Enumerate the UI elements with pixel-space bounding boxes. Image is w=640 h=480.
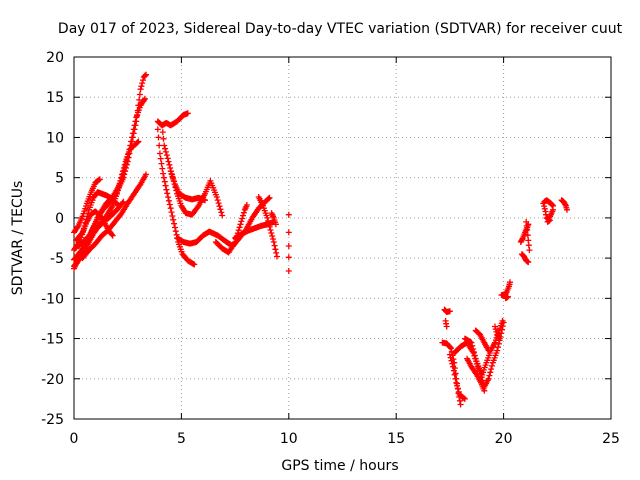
series-tr19 [441,306,453,315]
plus-markers [441,306,453,315]
plus-markers [446,351,468,402]
plot-frame [73,56,612,420]
series-tr24 [461,319,507,390]
x-axis: 0 5 10 15 20 25 [70,57,620,447]
series-tr13 [174,194,273,249]
series-tr4 [71,176,103,236]
plus-markers [79,171,149,262]
series-tr27 [492,323,503,342]
x-tick-label: 0 [70,431,79,447]
series-tr9 [154,110,191,129]
series-tr18 [285,211,292,274]
y-tick-label: -25 [41,412,64,428]
plus-markers [498,279,513,299]
x-tick-label: 5 [177,431,186,447]
y-tick-label: 15 [46,90,64,106]
y-tick-label: 5 [55,171,64,187]
series-tr17 [268,210,279,228]
plus-markers [71,176,103,236]
y-tick-label: 0 [55,211,64,227]
series-tr34 [541,197,556,209]
plus-markers [167,168,208,204]
plus-markers [464,355,488,394]
plus-markers [154,110,191,129]
y-tick-label: 20 [46,50,64,66]
x-tick-label: 10 [280,431,298,447]
plus-markers [492,323,503,342]
plus-markers [544,217,553,225]
x-axis-label: GPS time / hours [281,458,398,474]
plus-markers [523,218,533,254]
series-tr32 [523,218,533,254]
plus-markers [268,210,279,228]
plus-markers [541,197,556,209]
plus-markers [75,198,127,249]
series-tr29 [502,293,511,302]
x-tick-label: 25 [602,431,620,447]
series-tr20 [442,317,450,330]
series-tr22 [446,351,468,402]
series-tr16 [255,194,280,260]
series-tr8 [73,208,116,244]
series-tr36 [558,197,570,213]
y-tick-label: -10 [41,291,64,307]
series-tr30 [517,221,532,245]
series-tr12 [167,168,208,204]
plus-markers [502,293,511,302]
y-tick-label: 10 [46,130,64,146]
plus-markers [472,327,492,354]
plus-markers [517,221,532,245]
plus-markers [174,194,273,249]
series-tr31 [518,251,532,266]
y-axis-label: SDTVAR / TECUs [10,181,26,296]
series-tr35 [544,217,553,225]
plus-markers [285,211,292,274]
series-tr6 [75,198,127,249]
series-tr14 [212,202,250,256]
y-axis: -25 -20 -15 -10 -5 0 5 10 15 20 [41,50,611,428]
series-tr26 [472,327,492,354]
x-tick-label: 20 [495,431,513,447]
grid-lines [74,57,611,419]
y-tick-label: -5 [50,251,64,267]
plus-markers [255,194,280,260]
plus-markers [558,197,570,213]
plus-markers [518,251,532,266]
y-tick-label: -20 [41,372,64,388]
plus-markers [442,317,450,330]
x-tick-label: 15 [387,431,405,447]
plus-markers [461,319,507,390]
series-tr25 [464,355,488,394]
series-tr28 [498,279,513,299]
plus-markers [212,202,250,256]
data-marks [71,71,570,408]
chart-title: Day 017 of 2023, Sidereal Day-to-day VTE… [58,21,623,37]
plus-markers [73,208,116,244]
y-tick-label: -15 [41,332,64,348]
series-tr7 [79,171,149,262]
